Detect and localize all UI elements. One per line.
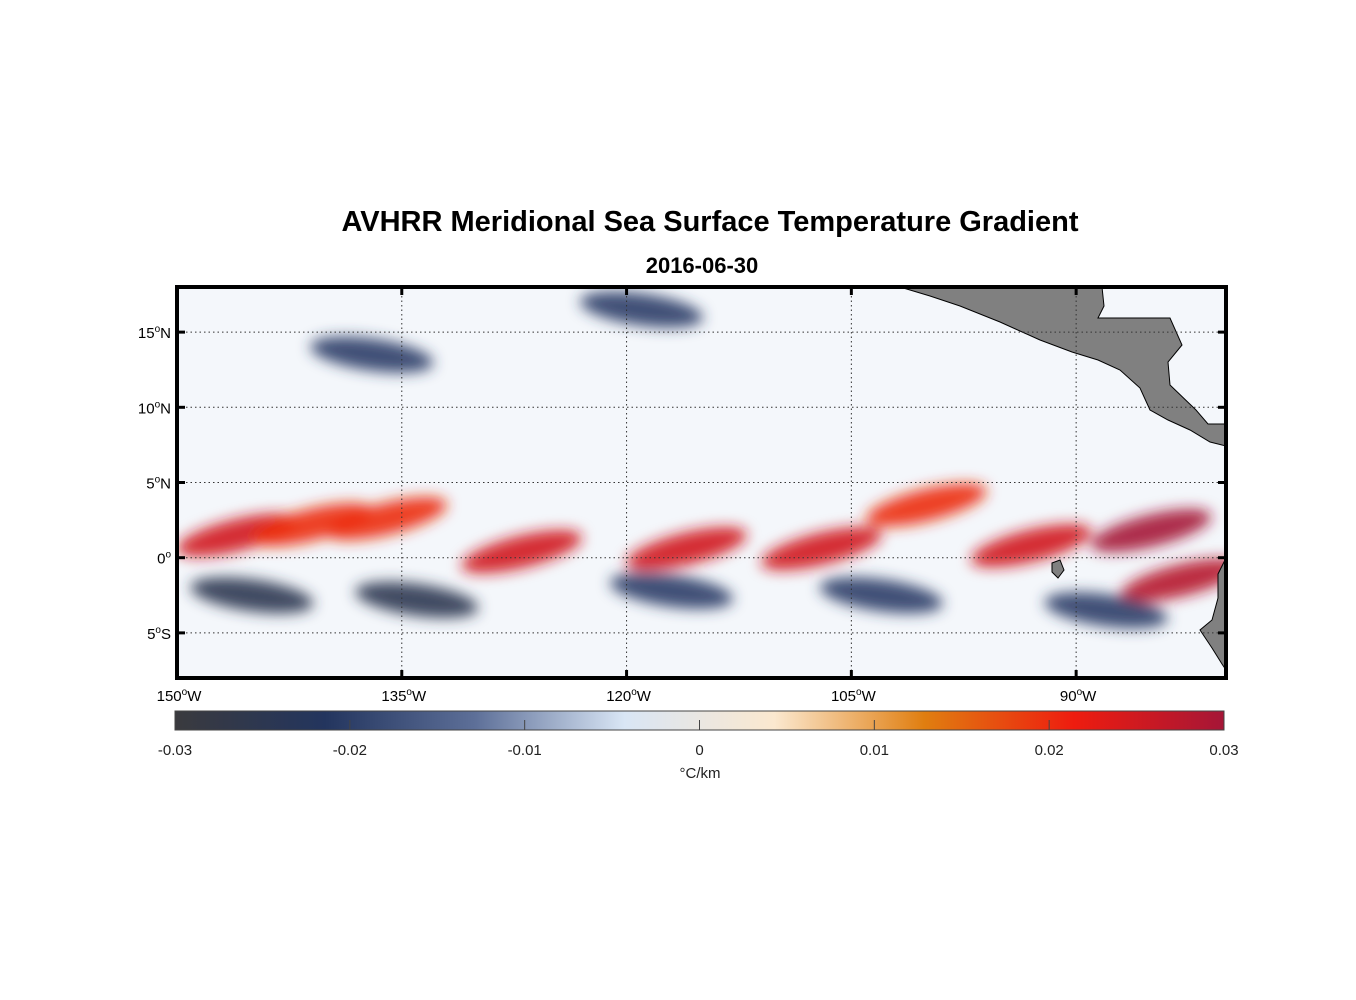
- longitude-labels: 150oW 135oW 120oW 105oW 90oW: [157, 687, 1098, 705]
- map-field: [177, 287, 1226, 678]
- lon-label: 105oW: [831, 687, 877, 705]
- lat-label: 5oS: [147, 625, 171, 643]
- warm-front-3: [461, 530, 582, 574]
- map-gridlines: [177, 287, 1226, 678]
- warm-front-4: [626, 527, 747, 571]
- land-masses: [899, 287, 1226, 671]
- galapagos-land: [1051, 559, 1065, 579]
- warm-front-1: [251, 503, 373, 547]
- gradient-field: [177, 291, 1226, 629]
- lon-label: 90oW: [1060, 687, 1097, 705]
- cold-front-11: [355, 581, 479, 618]
- colorbar-tick-label: 0: [695, 742, 703, 759]
- warm-front-9: [1120, 558, 1226, 602]
- central-america-land: [899, 287, 1226, 447]
- map-ticks: [175, 287, 1226, 678]
- lon-label: 150oW: [157, 687, 203, 705]
- warm-front-5: [761, 527, 882, 571]
- cold-front-12: [610, 572, 733, 609]
- cold-front-14: [1044, 592, 1168, 629]
- warm-front-7: [970, 524, 1092, 568]
- colorbar-tick-label: -0.02: [333, 742, 367, 759]
- lat-label: 10oN: [138, 399, 171, 417]
- colorbar-ticks: -0.03 -0.02 -0.01 0 0.01 0.02 0.03: [158, 720, 1239, 759]
- cold-front-10: [190, 577, 314, 614]
- colorbar-tick-label: 0.01: [860, 742, 889, 759]
- latitude-labels: 15oN 10oN 5oN 0o 5oS: [138, 324, 172, 643]
- cold-front-13: [819, 577, 943, 614]
- lon-label: 135oW: [381, 687, 427, 705]
- map-subtitle: 2016-06-30: [645, 253, 759, 278]
- warm-front-8: [1090, 509, 1212, 553]
- cold-front-16: [580, 291, 703, 328]
- map-title: AVHRR Meridional Sea Surface Temperature…: [341, 206, 1079, 238]
- colorbar-tick-label: 0.02: [1035, 742, 1064, 759]
- colorbar: -0.03 -0.02 -0.01 0 0.01 0.02 0.03 °C/km: [158, 710, 1239, 782]
- colorbar-label: °C/km: [680, 765, 721, 782]
- lon-label: 120oW: [606, 687, 652, 705]
- lat-label: 15oN: [138, 324, 171, 342]
- colorbar-tick-label: -0.03: [158, 742, 192, 759]
- warm-front-2: [326, 497, 448, 541]
- warm-front-6: [866, 483, 987, 527]
- lat-label: 5oN: [146, 475, 171, 493]
- colorbar-tick-label: -0.01: [508, 742, 542, 759]
- colorbar-tick-label: 0.03: [1209, 742, 1238, 759]
- cold-front-15: [310, 336, 434, 373]
- lat-label: 0o: [157, 550, 171, 568]
